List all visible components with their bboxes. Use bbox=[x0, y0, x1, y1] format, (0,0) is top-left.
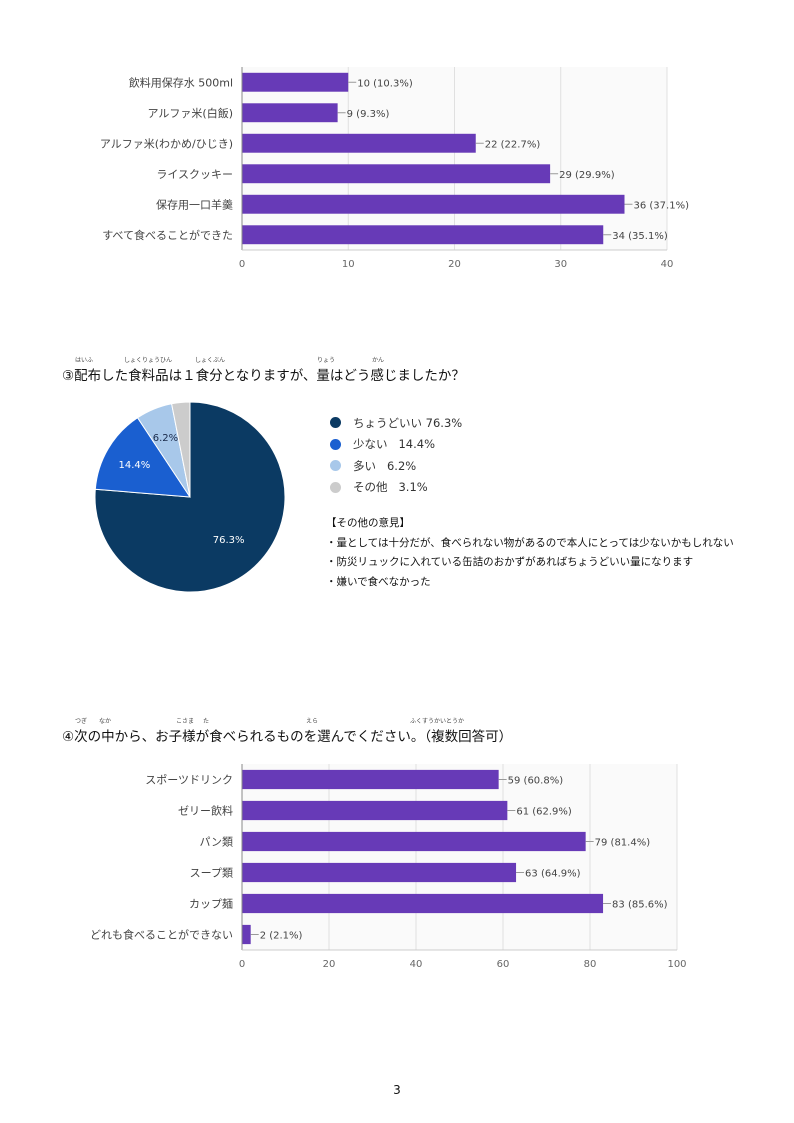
legend-label: 多い bbox=[353, 458, 376, 473]
page-number: 3 bbox=[393, 1083, 401, 1097]
data-label: 83 (85.6%) bbox=[612, 900, 668, 911]
bar bbox=[242, 133, 476, 153]
tick-label: 30 bbox=[554, 259, 567, 270]
category-label: アルファ米(白飯) bbox=[148, 106, 233, 120]
legend-swatch bbox=[330, 438, 341, 450]
bar bbox=[242, 72, 349, 92]
category-label: スープ類 bbox=[190, 867, 233, 880]
pie-slice bbox=[94, 401, 286, 593]
data-label: 34 (35.1%) bbox=[612, 231, 668, 242]
legend-label: ちょうどいい bbox=[353, 415, 422, 430]
legend-item: ちょうどいい 76.3% bbox=[330, 412, 462, 434]
pie-legend: ちょうどいい 76.3% 少ない 14.4% 多い 6.2% その他 3.1% bbox=[330, 412, 462, 498]
tick-label: 100 bbox=[667, 959, 686, 970]
slice-label: 14.4% bbox=[119, 460, 151, 471]
bar-chart-child-foods: 0 20 40 60 80 100 スポーツドリンク 59 (60.8%) ゼリー飲料 61 (6… bbox=[90, 764, 687, 970]
legend-swatch bbox=[330, 481, 341, 493]
bar-chart-food-items: 0 10 20 30 40 飲料用保存水 500ml 10 (10.3%) アルファ米(白飯)… bbox=[100, 67, 690, 270]
opinion-item: ・量としては十分だが、食べられない物があるので本人にとっては少ないかもしれない bbox=[326, 536, 734, 549]
bar bbox=[242, 831, 586, 852]
data-label: 63 (64.9%) bbox=[525, 869, 581, 880]
data-label: 10 (10.3%) bbox=[357, 78, 413, 89]
bar bbox=[242, 103, 338, 123]
category-label: ライスクッキー bbox=[156, 168, 233, 181]
legend-value: 14.4% bbox=[398, 437, 436, 452]
data-label: 22 (22.7%) bbox=[485, 139, 541, 150]
category-label: すべて食べることができた bbox=[102, 228, 233, 242]
data-label: 79 (81.4%) bbox=[595, 838, 651, 849]
category-label: スポーツドリンク bbox=[145, 774, 233, 787]
data-label: 36 (37.1%) bbox=[634, 200, 690, 211]
bar bbox=[242, 769, 499, 790]
pie-chart-portion-size: 76.3% 14.4% 6.2% bbox=[94, 401, 286, 593]
legend-label: その他 bbox=[353, 480, 388, 495]
bar bbox=[242, 862, 517, 883]
legend-value: 6.2% bbox=[386, 458, 417, 473]
data-label: 29 (29.9%) bbox=[559, 170, 615, 181]
legend-swatch bbox=[330, 460, 341, 472]
data-label: 61 (62.9%) bbox=[516, 807, 572, 818]
legend-value: 3.1% bbox=[398, 480, 428, 495]
opinion-item: ・嫌いで食べなかった bbox=[326, 575, 431, 588]
tick-label: 80 bbox=[584, 959, 597, 970]
legend-value: 76.3% bbox=[425, 415, 463, 430]
slice-label: 6.2% bbox=[153, 433, 178, 444]
plot-area bbox=[242, 764, 677, 950]
question-3-title: はいふ しょくりょうひん しょくぶん りょう かん ③配布した食料品は１食分とな… bbox=[62, 357, 465, 384]
other-opinions-heading: 【その他の意見】 bbox=[326, 517, 410, 529]
legend-item: その他 3.1% bbox=[330, 477, 462, 499]
data-label: 9 (9.3%) bbox=[347, 109, 390, 120]
bar bbox=[242, 225, 604, 245]
tick-label: 40 bbox=[410, 959, 423, 970]
data-label: 59 (60.8%) bbox=[508, 776, 564, 787]
bar bbox=[242, 924, 251, 945]
tick-label: 10 bbox=[342, 259, 355, 270]
category-label: ゼリー飲料 bbox=[178, 804, 233, 818]
category-label: カップ麺 bbox=[189, 898, 233, 911]
other-opinions: 【その他の意見】 ・量としては十分だが、食べられない物があるので本人にとっては少… bbox=[326, 514, 734, 592]
legend-swatch bbox=[330, 417, 341, 429]
slice-label: 76.3% bbox=[213, 535, 245, 546]
category-label: 飲料用保存水 500ml bbox=[129, 75, 233, 89]
tick-label: 0 bbox=[239, 959, 245, 970]
legend-item: 多い 6.2% bbox=[330, 455, 462, 477]
tick-label: 0 bbox=[239, 259, 245, 270]
bar bbox=[242, 800, 508, 821]
tick-label: 40 bbox=[661, 259, 674, 270]
tick-label: 20 bbox=[448, 259, 461, 270]
bar bbox=[242, 164, 551, 184]
opinion-item: ・防災リュックに入れている缶詰のおかずがあればちょうどいい量になります bbox=[326, 556, 694, 568]
legend-item: 少ない 14.4% bbox=[330, 434, 462, 456]
bar bbox=[242, 194, 625, 214]
pie-slice bbox=[171, 401, 191, 498]
category-label: アルファ米(わかめ/ひじき) bbox=[100, 137, 233, 150]
category-label: 保存用一口羊羹 bbox=[156, 197, 233, 211]
data-label: 2 (2.1%) bbox=[260, 931, 303, 942]
tick-label: 60 bbox=[497, 959, 510, 970]
bar bbox=[242, 893, 604, 914]
tick-label: 20 bbox=[323, 959, 336, 970]
legend-label: 少ない bbox=[353, 437, 388, 452]
category-label: パン類 bbox=[199, 836, 233, 849]
pie-slice bbox=[94, 417, 191, 498]
category-label: どれも食べることができない bbox=[90, 928, 233, 942]
question-4-title: つぎ なか こさま た えら ふくすうかいとうか ④次の中から、お子様が食べられ… bbox=[62, 718, 513, 745]
